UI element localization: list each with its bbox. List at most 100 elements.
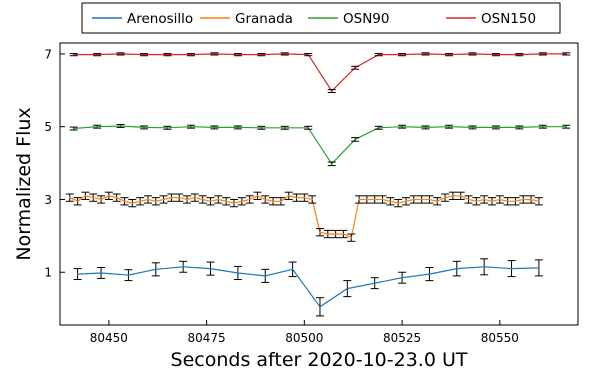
data-point — [373, 198, 376, 201]
data-point — [495, 126, 497, 129]
data-point — [248, 198, 251, 201]
data-point — [354, 138, 356, 141]
data-point — [194, 196, 196, 199]
data-point — [495, 53, 497, 56]
data-point — [565, 53, 568, 55]
data-point — [272, 200, 274, 203]
data-point — [506, 200, 509, 203]
data-point — [420, 198, 423, 201]
data-point — [542, 125, 544, 128]
y-tick-label: 3 — [44, 193, 52, 207]
data-point — [190, 53, 192, 56]
data-point — [115, 196, 118, 199]
data-point — [377, 126, 380, 129]
x-tick-label: 80525 — [383, 331, 421, 345]
data-point — [401, 276, 403, 279]
data-point — [538, 267, 540, 269]
data-point — [522, 198, 525, 201]
data-point — [237, 272, 239, 274]
data-point — [428, 273, 431, 275]
data-point — [260, 53, 263, 56]
data-point — [170, 196, 173, 199]
legend-label: OSN150 — [481, 11, 536, 27]
series-line — [73, 125, 567, 165]
data-point — [401, 53, 403, 56]
data-point — [96, 53, 98, 56]
data-point — [154, 268, 157, 271]
data-point — [139, 200, 141, 203]
data-point — [213, 53, 216, 55]
data-point — [166, 53, 169, 56]
data-point — [358, 198, 360, 201]
legend-label: Granada — [235, 11, 293, 27]
data-point — [330, 163, 333, 165]
data-point — [209, 267, 212, 270]
data-point — [72, 53, 75, 56]
data-point — [330, 90, 333, 92]
data-point — [72, 127, 75, 130]
data-point — [154, 200, 157, 203]
data-point — [444, 196, 446, 199]
series-granada — [65, 191, 543, 242]
data-point — [319, 306, 321, 308]
data-point — [319, 231, 321, 234]
data-point — [346, 287, 349, 290]
data-point — [483, 198, 485, 201]
data-point — [233, 202, 235, 204]
y-tick-label: 7 — [44, 47, 52, 61]
data-point — [307, 126, 310, 129]
legend-label: OSN90 — [343, 11, 389, 27]
data-point — [471, 53, 474, 55]
data-point — [295, 196, 298, 199]
y-tick-label: 1 — [44, 266, 52, 280]
data-point — [291, 268, 294, 271]
x-tick-label: 80475 — [188, 331, 226, 345]
data-point — [225, 200, 227, 203]
data-point — [119, 53, 122, 55]
data-point — [283, 126, 286, 129]
x-axis-ticks: 80450 80475 80500 80525 80550 — [90, 320, 519, 345]
data-point — [326, 233, 329, 235]
data-point — [483, 265, 485, 268]
data-point — [491, 200, 493, 203]
data-point — [307, 53, 310, 56]
data-point — [424, 53, 427, 55]
data-point — [538, 200, 540, 203]
data-point — [92, 196, 95, 199]
data-point — [143, 126, 145, 129]
data-point — [471, 126, 474, 129]
y-tick-label: 5 — [44, 120, 52, 134]
series-line — [73, 53, 567, 92]
data-point — [499, 198, 501, 201]
data-point — [213, 126, 216, 129]
data-point — [119, 125, 122, 127]
series-line — [77, 266, 539, 308]
data-point — [166, 126, 169, 129]
data-point — [76, 273, 79, 275]
data-point — [162, 198, 165, 201]
data-point — [311, 198, 313, 201]
data-point — [366, 198, 368, 201]
data-point — [256, 195, 259, 197]
data-point — [377, 53, 380, 56]
data-point — [178, 196, 181, 199]
data-point — [565, 125, 568, 128]
data-point — [123, 200, 126, 203]
data-point — [518, 53, 521, 56]
data-point — [448, 125, 450, 128]
data-point — [514, 200, 517, 203]
data-point — [260, 126, 263, 129]
data-point — [240, 200, 243, 203]
data-point — [209, 200, 212, 203]
data-point — [108, 195, 110, 197]
x-axis-label: Seconds after 2020-10-23.0 UT — [171, 349, 468, 371]
x-tick-label: 80550 — [481, 331, 519, 345]
data-point — [84, 195, 87, 197]
data-point — [334, 233, 337, 235]
data-point — [542, 53, 544, 55]
data-point — [428, 198, 431, 201]
data-point — [264, 275, 267, 277]
data-point — [350, 236, 353, 239]
data-point — [518, 126, 521, 129]
